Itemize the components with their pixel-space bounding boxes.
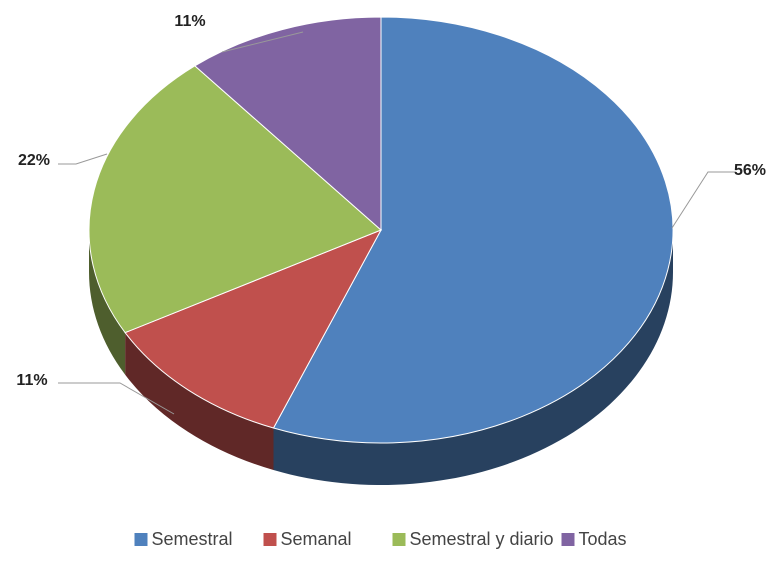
- legend-label: Semestral y diario: [410, 529, 554, 549]
- leader-line: [58, 382, 175, 415]
- value-label: 22%: [18, 152, 50, 169]
- leader-line: [221, 31, 304, 53]
- legend: Semestral Semanal Semestral y diario Todas: [134, 529, 627, 549]
- slice-side: [89, 230, 126, 375]
- slice: [88, 65, 382, 334]
- slice-side: [273, 230, 673, 485]
- legend-label: Semestral: [152, 529, 233, 549]
- slice-side: [125, 332, 274, 471]
- legend-swatch: [392, 533, 406, 546]
- legend-swatch: [263, 533, 277, 546]
- slice: [124, 229, 383, 429]
- slice: [272, 16, 674, 444]
- leader-line: [671, 171, 736, 229]
- slice: [194, 16, 382, 232]
- value-label: 11%: [174, 13, 205, 30]
- legend-label: Todas: [579, 529, 627, 549]
- value-label: 11%: [16, 372, 47, 389]
- legend-swatch: [561, 533, 575, 546]
- legend-label: Semanal: [281, 529, 352, 549]
- leader-line: [58, 153, 108, 165]
- legend-swatch: [134, 533, 148, 546]
- value-label: 56%: [734, 162, 766, 179]
